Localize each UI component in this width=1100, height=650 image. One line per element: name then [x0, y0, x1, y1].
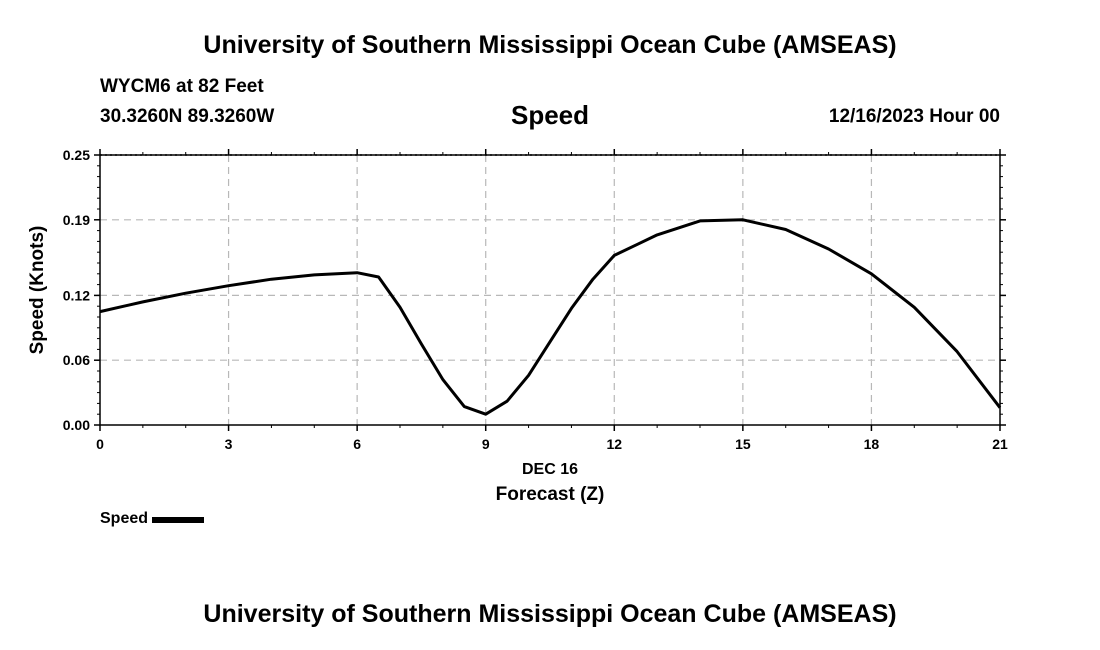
footer-title: University of Southern Mississippi Ocean…	[203, 600, 897, 628]
chart-suptitle: University of Southern Mississippi Ocean…	[203, 31, 897, 59]
y-tick-label: 0.19	[63, 212, 90, 228]
x-axis-label: Forecast (Z)	[496, 484, 605, 505]
x-tick-label: 21	[992, 436, 1008, 452]
chart-title: Speed	[510, 100, 590, 130]
y-tick-label: 0.25	[63, 147, 90, 163]
datetime-label: 12/16/2023 Hour 00	[828, 106, 1000, 127]
legend: Speed	[100, 510, 205, 528]
x-axis-date-label: DEC 16	[522, 461, 578, 478]
x-tick-label: 18	[864, 436, 880, 452]
x-tick-label: 3	[225, 436, 233, 452]
y-axis-label: Speed (Knots)	[27, 226, 48, 355]
x-tick-label: 15	[735, 436, 751, 452]
x-tick-label: 6	[353, 436, 361, 452]
y-tick-label: 0.12	[63, 287, 90, 303]
coordinates-label: 30.3260N 89.3260W	[100, 106, 275, 127]
x-tick-label: 12	[606, 436, 622, 452]
plot-frame	[99, 154, 1001, 426]
speed-series-line	[99, 218, 1002, 416]
legend-label: Speed	[100, 510, 149, 527]
x-tick-label: 9	[482, 436, 490, 452]
y-tick-label: 0.00	[63, 417, 90, 433]
y-tick-label: 0.06	[63, 352, 90, 368]
station-label: WYCM6 at 82 Feet	[100, 76, 264, 97]
x-tick-label: 0	[96, 436, 104, 452]
legend-swatch	[152, 517, 205, 523]
